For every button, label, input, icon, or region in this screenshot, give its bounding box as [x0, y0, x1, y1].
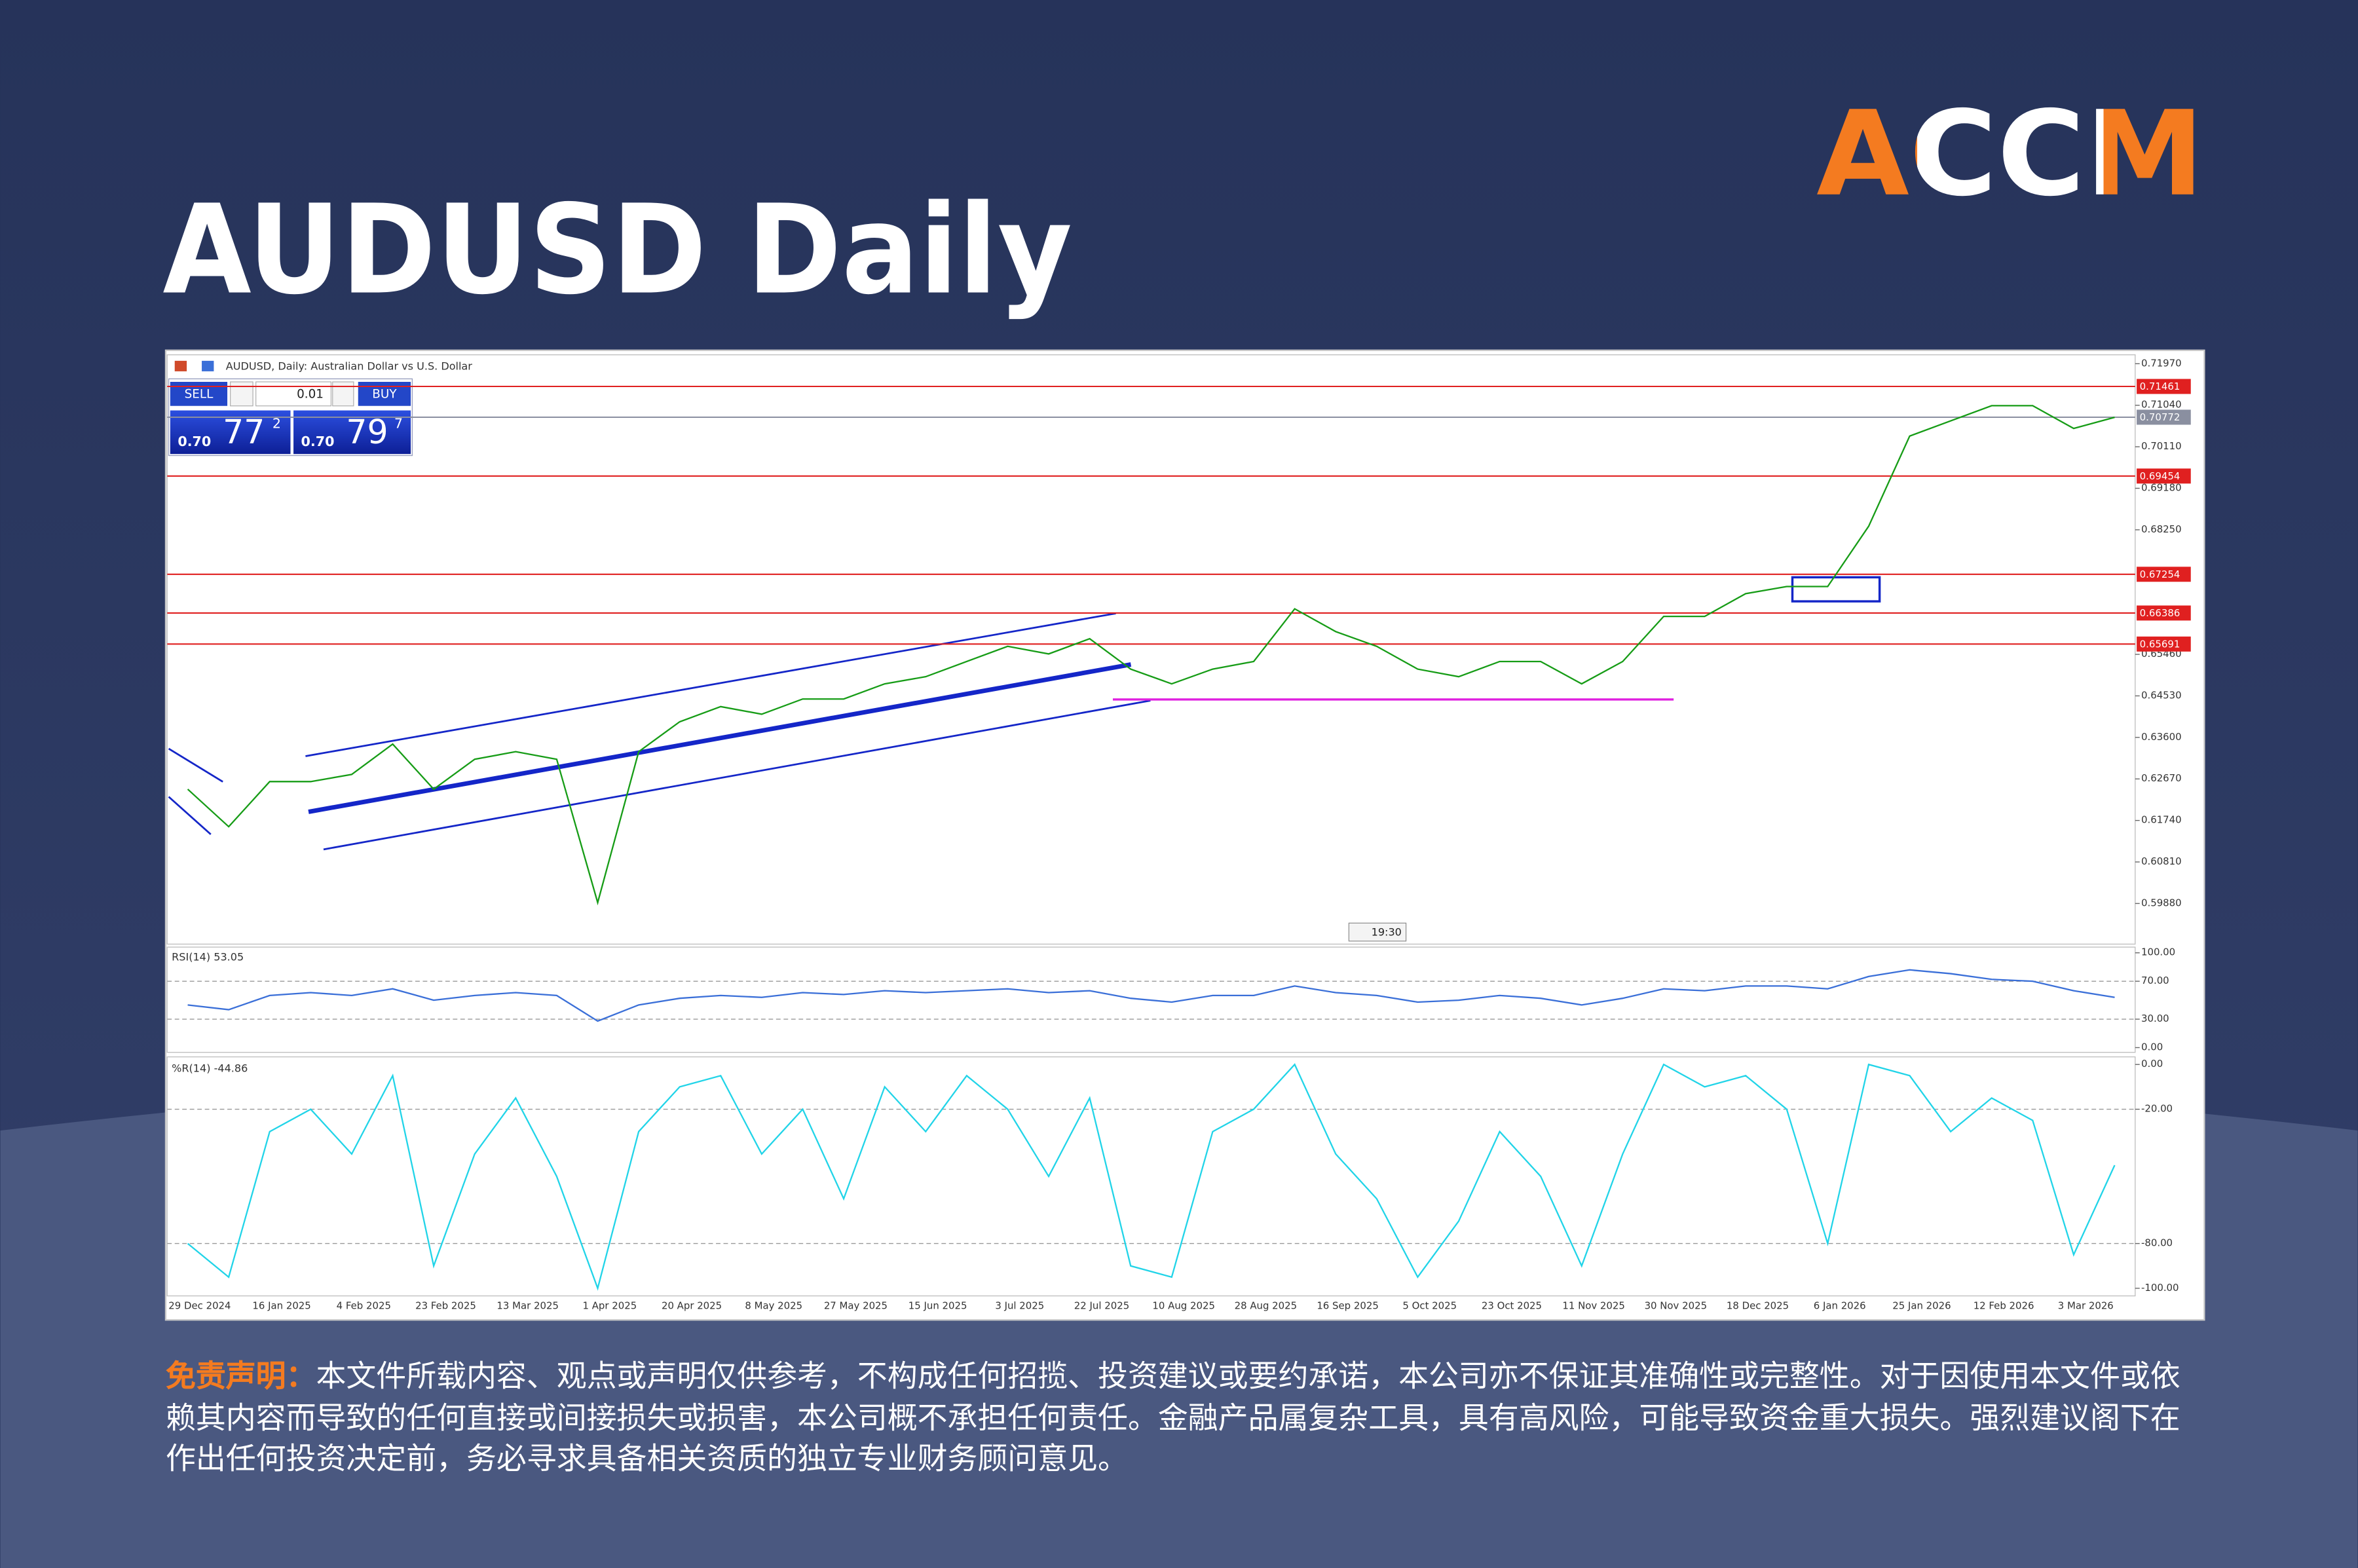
y-tick-label: 0.59880	[2141, 897, 2182, 908]
x-tick-label: 29 Dec 2024	[168, 1300, 231, 1312]
channel-line	[305, 612, 1116, 757]
x-tick-label: 4 Feb 2025	[337, 1300, 391, 1312]
y-tick-label: 100.00	[2141, 946, 2175, 958]
drawings	[168, 576, 1881, 851]
level-label: 0.69454	[2140, 470, 2180, 482]
y-tick-label: 30.00	[2141, 1013, 2169, 1024]
disclaimer-label: 免责声明：	[165, 1357, 316, 1394]
x-tick-label: 23 Oct 2025	[1482, 1300, 1542, 1312]
x-tick-label: 18 Dec 2025	[1727, 1300, 1789, 1312]
x-tick-label: 3 Jul 2025	[995, 1300, 1044, 1312]
x-tick-label: 27 May 2025	[824, 1300, 888, 1312]
trend-line	[168, 747, 223, 783]
x-tick-label: 5 Oct 2025	[1402, 1300, 1457, 1312]
price-line	[187, 1063, 2116, 1291]
range-box	[1791, 576, 1881, 603]
chart-window: AUDUSD, Daily: Australian Dollar vs U.S.…	[164, 349, 2205, 1321]
chart-icon	[202, 360, 214, 371]
x-tick-label: 16 Sep 2025	[1317, 1300, 1378, 1312]
y-tick-label: -80.00	[2141, 1237, 2173, 1249]
page-title: AUDUSD Daily	[162, 179, 1072, 322]
y-tick-label: 0.60810	[2141, 855, 2182, 867]
x-tick-label: 1 Apr 2025	[583, 1300, 637, 1312]
chart-icon	[174, 360, 187, 371]
level-label-bg	[2137, 636, 2191, 652]
price-panel	[166, 354, 2136, 945]
disclaimer-text: 免责声明：本文件所载内容、观点或声明仅供参考，不构成任何招揽、投资建议或要约承诺…	[166, 1356, 2188, 1480]
trend-line	[168, 796, 212, 835]
x-tick-label: 13 Mar 2025	[496, 1300, 559, 1312]
x-tick-label: 3 Mar 2026	[2058, 1300, 2114, 1312]
price-line	[187, 969, 2115, 1022]
volume-up[interactable]	[332, 381, 354, 407]
level-label-bg	[2137, 409, 2191, 425]
disclaimer-body: 本文件所载内容、观点或声明仅供参考，不构成任何招揽、投资建议或要约承诺，本公司亦…	[165, 1357, 2180, 1476]
x-tick-label: 12 Feb 2026	[1974, 1300, 2034, 1312]
chart-header: AUDUSD, Daily: Australian Dollar vs U.S.…	[226, 360, 473, 373]
trend-line	[308, 662, 1132, 814]
x-tick-label: 6 Jan 2026	[1814, 1300, 1866, 1312]
x-tick-label: 30 Nov 2025	[1645, 1300, 1707, 1312]
sell-label: SELL	[185, 388, 214, 401]
bid-big: 0.70	[178, 434, 211, 449]
volume-value: 0.01	[297, 388, 324, 401]
ask-big: 0.70	[301, 434, 335, 449]
y-tick-label: -20.00	[2141, 1103, 2173, 1115]
level-label-bg	[2137, 379, 2191, 394]
chart-frame	[164, 349, 2205, 1321]
rsi-panel	[166, 946, 2136, 1053]
logo: ACCM	[1816, 86, 2204, 223]
volume-down[interactable]	[230, 381, 253, 407]
level-label-bg	[2137, 567, 2191, 582]
buy-label: BUY	[372, 388, 397, 401]
level-label: 0.71461	[2140, 381, 2180, 392]
y-tick-label: 0.68250	[2141, 523, 2182, 535]
x-tick-label: 8 May 2025	[745, 1300, 802, 1312]
ask-main: 79	[346, 413, 388, 451]
x-tick-label: 15 Jun 2025	[908, 1300, 967, 1312]
level-label-bg	[2137, 605, 2191, 621]
time-marker	[1348, 922, 1407, 942]
level-label: 0.65691	[2140, 638, 2180, 650]
level-label: 0.66386	[2140, 607, 2180, 619]
bid-main: 77	[223, 413, 265, 451]
time-marker-label: 19:30	[1372, 926, 1402, 939]
y-tick-label: 0.64530	[2141, 689, 2182, 701]
y-tick-label: 0.71970	[2141, 357, 2182, 369]
wr-panel	[166, 1056, 2136, 1297]
x-tick-label: 11 Nov 2025	[1562, 1300, 1624, 1312]
y-tick-label: 70.00	[2141, 975, 2169, 986]
bid-sup: 2	[272, 415, 281, 431]
x-tick-label: 20 Apr 2025	[662, 1300, 722, 1312]
level-label-bg	[2137, 468, 2191, 484]
channel-line	[323, 700, 1151, 851]
ask-sup: 7	[394, 415, 403, 431]
indicator-title: RSI(14) 53.05	[172, 951, 244, 963]
y-tick-label: 0.71040	[2141, 399, 2182, 411]
indicator-title: %R(14) -44.86	[172, 1062, 248, 1074]
level-label: 0.67254	[2140, 569, 2180, 580]
y-tick-label: 0.62670	[2141, 772, 2182, 784]
price-line	[187, 405, 2115, 906]
level-label: 0.70772	[2140, 411, 2180, 423]
x-tick-label: 25 Jan 2026	[1892, 1300, 1951, 1312]
y-tick-label: -100.00	[2141, 1282, 2179, 1294]
y-tick-label: 0.70110	[2141, 440, 2182, 452]
x-tick-label: 10 Aug 2025	[1152, 1300, 1215, 1312]
x-tick-label: 16 Jan 2025	[252, 1300, 310, 1312]
y-tick-label: 0.00	[2141, 1041, 2163, 1053]
y-tick-label: 0.69180	[2141, 482, 2182, 494]
y-tick-label: 0.00	[2141, 1058, 2163, 1070]
y-tick-label: 0.61740	[2141, 814, 2182, 826]
y-tick-label: 0.63600	[2141, 731, 2182, 743]
x-tick-label: 23 Feb 2025	[415, 1300, 476, 1312]
disclaimer: 免责声明：本文件所载内容、观点或声明仅供参考，不构成任何招揽、投资建议或要约承诺…	[166, 1356, 2188, 1480]
x-tick-label: 28 Aug 2025	[1235, 1300, 1298, 1312]
x-tick-label: 22 Jul 2025	[1074, 1300, 1129, 1312]
